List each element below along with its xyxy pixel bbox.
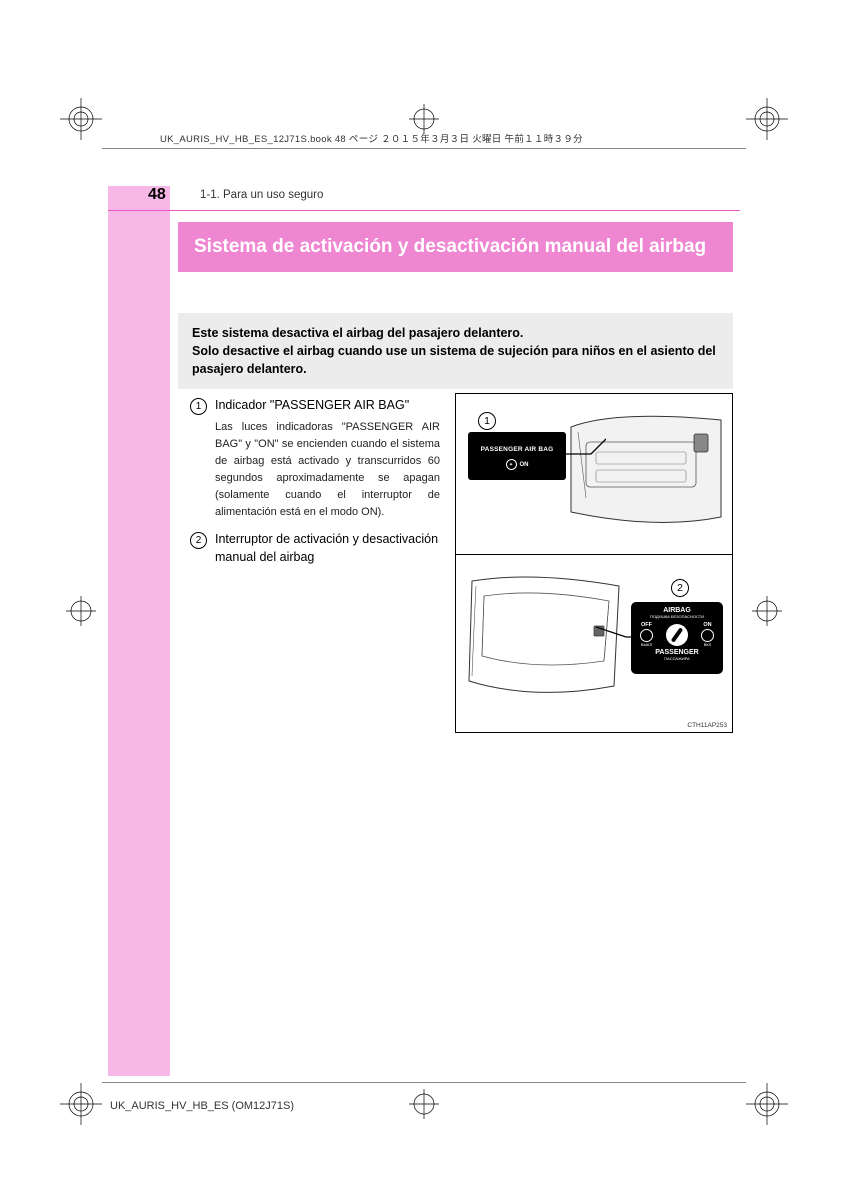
list-item: 2 Interruptor de activación y desactivac… — [190, 531, 440, 566]
crop-mark-icon — [746, 590, 788, 632]
switch-knob-icon — [666, 624, 688, 646]
content-list: 1 Indicador "PASSENGER AIR BAG" Las luce… — [190, 397, 440, 570]
indicator-text: PASSENGER AIR BAG — [476, 446, 558, 453]
intro-box: Este sistema desactiva el airbag del pas… — [178, 313, 733, 389]
switch-off-label: OFF — [640, 622, 653, 628]
list-item: 1 Indicador "PASSENGER AIR BAG" — [190, 397, 440, 415]
figure-divider — [456, 554, 732, 555]
footer-text: UK_AURIS_HV_HB_ES (OM12J71S) — [110, 1100, 294, 1112]
crop-mark-icon — [403, 1083, 445, 1125]
switch-passenger-ru: ПАССАЖИРА — [636, 656, 718, 661]
print-header: UK_AURIS_HV_HB_ES_12J71S.book 48 ページ ２０１… — [160, 131, 583, 145]
item-body: Las luces indicadoras "PASSENGER AIR BAG… — [215, 419, 440, 521]
switch-off-ru: ВЫКЛ — [640, 642, 653, 647]
crop-mark-icon — [60, 590, 102, 632]
divider-line — [108, 210, 740, 211]
intro-text: Este sistema desactiva el airbag del pas… — [192, 326, 716, 376]
switch-passenger: PASSENGER — [636, 649, 718, 656]
margin-tab — [108, 186, 170, 1076]
figure-code: CTH11AP253 — [687, 722, 727, 729]
switch-subtitle: ПОДУШКА БЕЗОПАСНОСТИ — [636, 614, 718, 619]
crop-mark-icon — [746, 1083, 788, 1125]
on-icon — [701, 629, 714, 642]
airbag-switch-label: AIRBAG ПОДУШКА БЕЗОПАСНОСТИ OFF ВЫКЛ ON … — [631, 602, 723, 674]
switch-title: AIRBAG — [636, 607, 718, 614]
crop-mark-icon — [746, 98, 788, 140]
item-title: Indicador "PASSENGER AIR BAG" — [215, 397, 409, 415]
item-number-icon: 2 — [190, 532, 207, 549]
on-text: ON — [520, 462, 529, 468]
callout-marker: 2 — [671, 579, 689, 597]
indicator-label: PASSENGER AIR BAG ✦ ON — [468, 432, 566, 480]
item-title: Interruptor de activación y desactivació… — [215, 531, 440, 566]
callout-marker: 1 — [478, 412, 496, 430]
page-number: 48 — [148, 186, 166, 204]
off-icon — [640, 629, 653, 642]
section-label: 1-1. Para un uso seguro — [200, 189, 323, 201]
trim-line — [102, 1082, 746, 1083]
crop-mark-icon — [60, 1083, 102, 1125]
trim-line — [102, 148, 746, 149]
on-indicator-icon: ✦ — [506, 459, 517, 470]
item-number-icon: 1 — [190, 398, 207, 415]
figure: 1 PASSENGER AIR BAG ✦ ON 2 AIRBAG ПОДУШК… — [455, 393, 733, 733]
switch-on-ru: ВКЛ — [701, 642, 714, 647]
page-title: Sistema de activación y desactivación ma… — [178, 222, 733, 272]
crop-mark-icon — [60, 98, 102, 140]
switch-on-label: ON — [701, 622, 714, 628]
